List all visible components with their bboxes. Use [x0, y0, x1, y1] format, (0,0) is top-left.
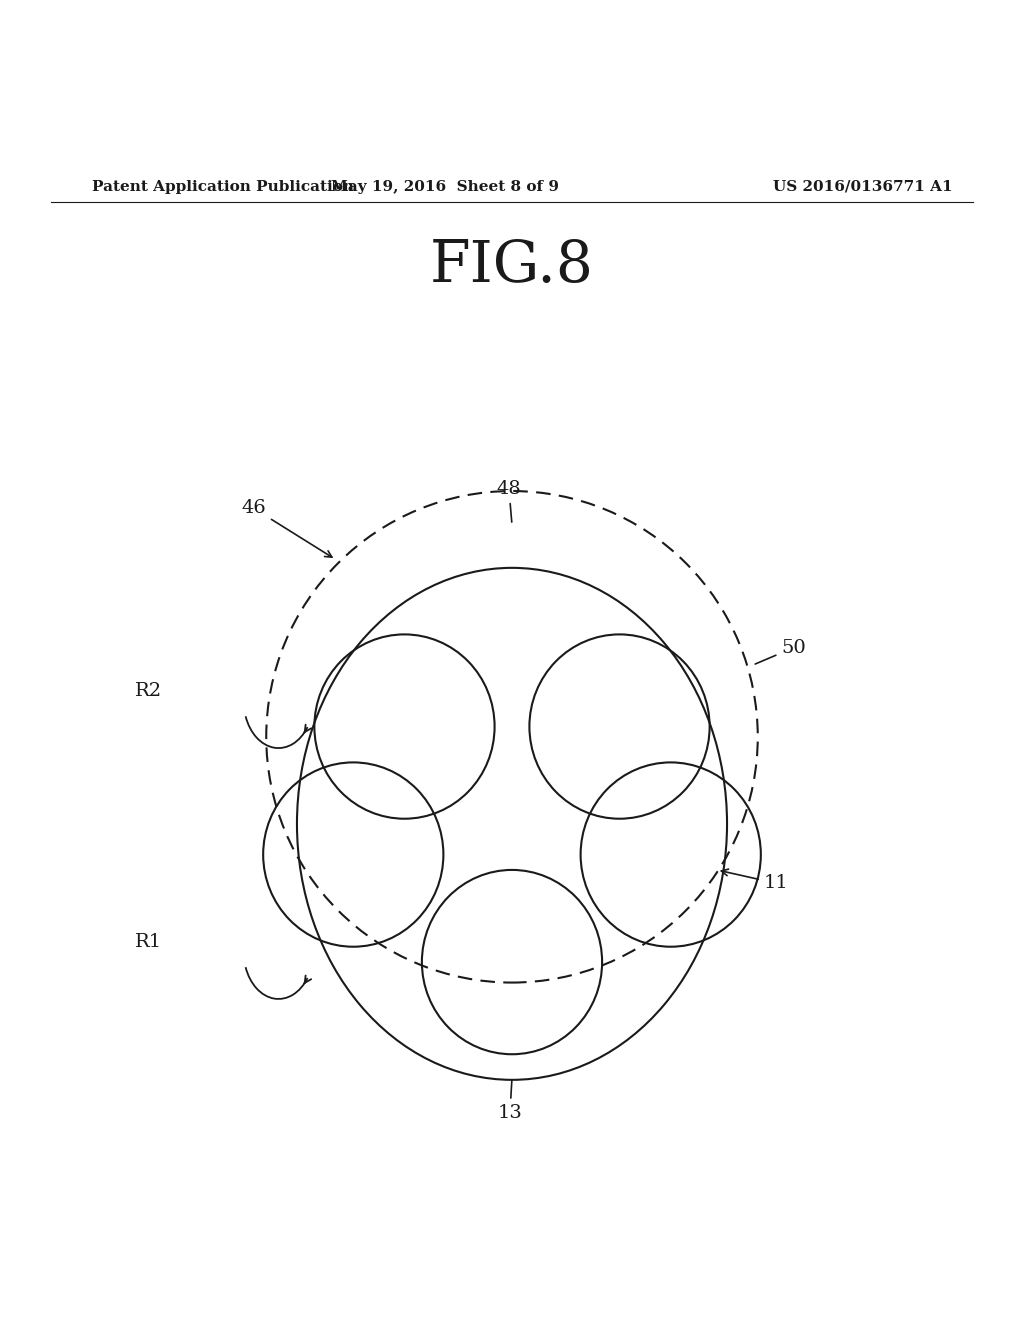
Text: 13: 13 [498, 1081, 522, 1122]
Text: May 19, 2016  Sheet 8 of 9: May 19, 2016 Sheet 8 of 9 [332, 180, 559, 194]
Text: R1: R1 [135, 933, 162, 950]
Text: 48: 48 [497, 480, 521, 523]
Text: R2: R2 [135, 681, 162, 700]
Text: 50: 50 [755, 639, 806, 664]
Text: 11: 11 [721, 869, 788, 892]
Text: Patent Application Publication: Patent Application Publication [92, 180, 354, 194]
Text: 46: 46 [242, 499, 332, 557]
Text: FIG.8: FIG.8 [430, 238, 594, 294]
Text: US 2016/0136771 A1: US 2016/0136771 A1 [773, 180, 952, 194]
